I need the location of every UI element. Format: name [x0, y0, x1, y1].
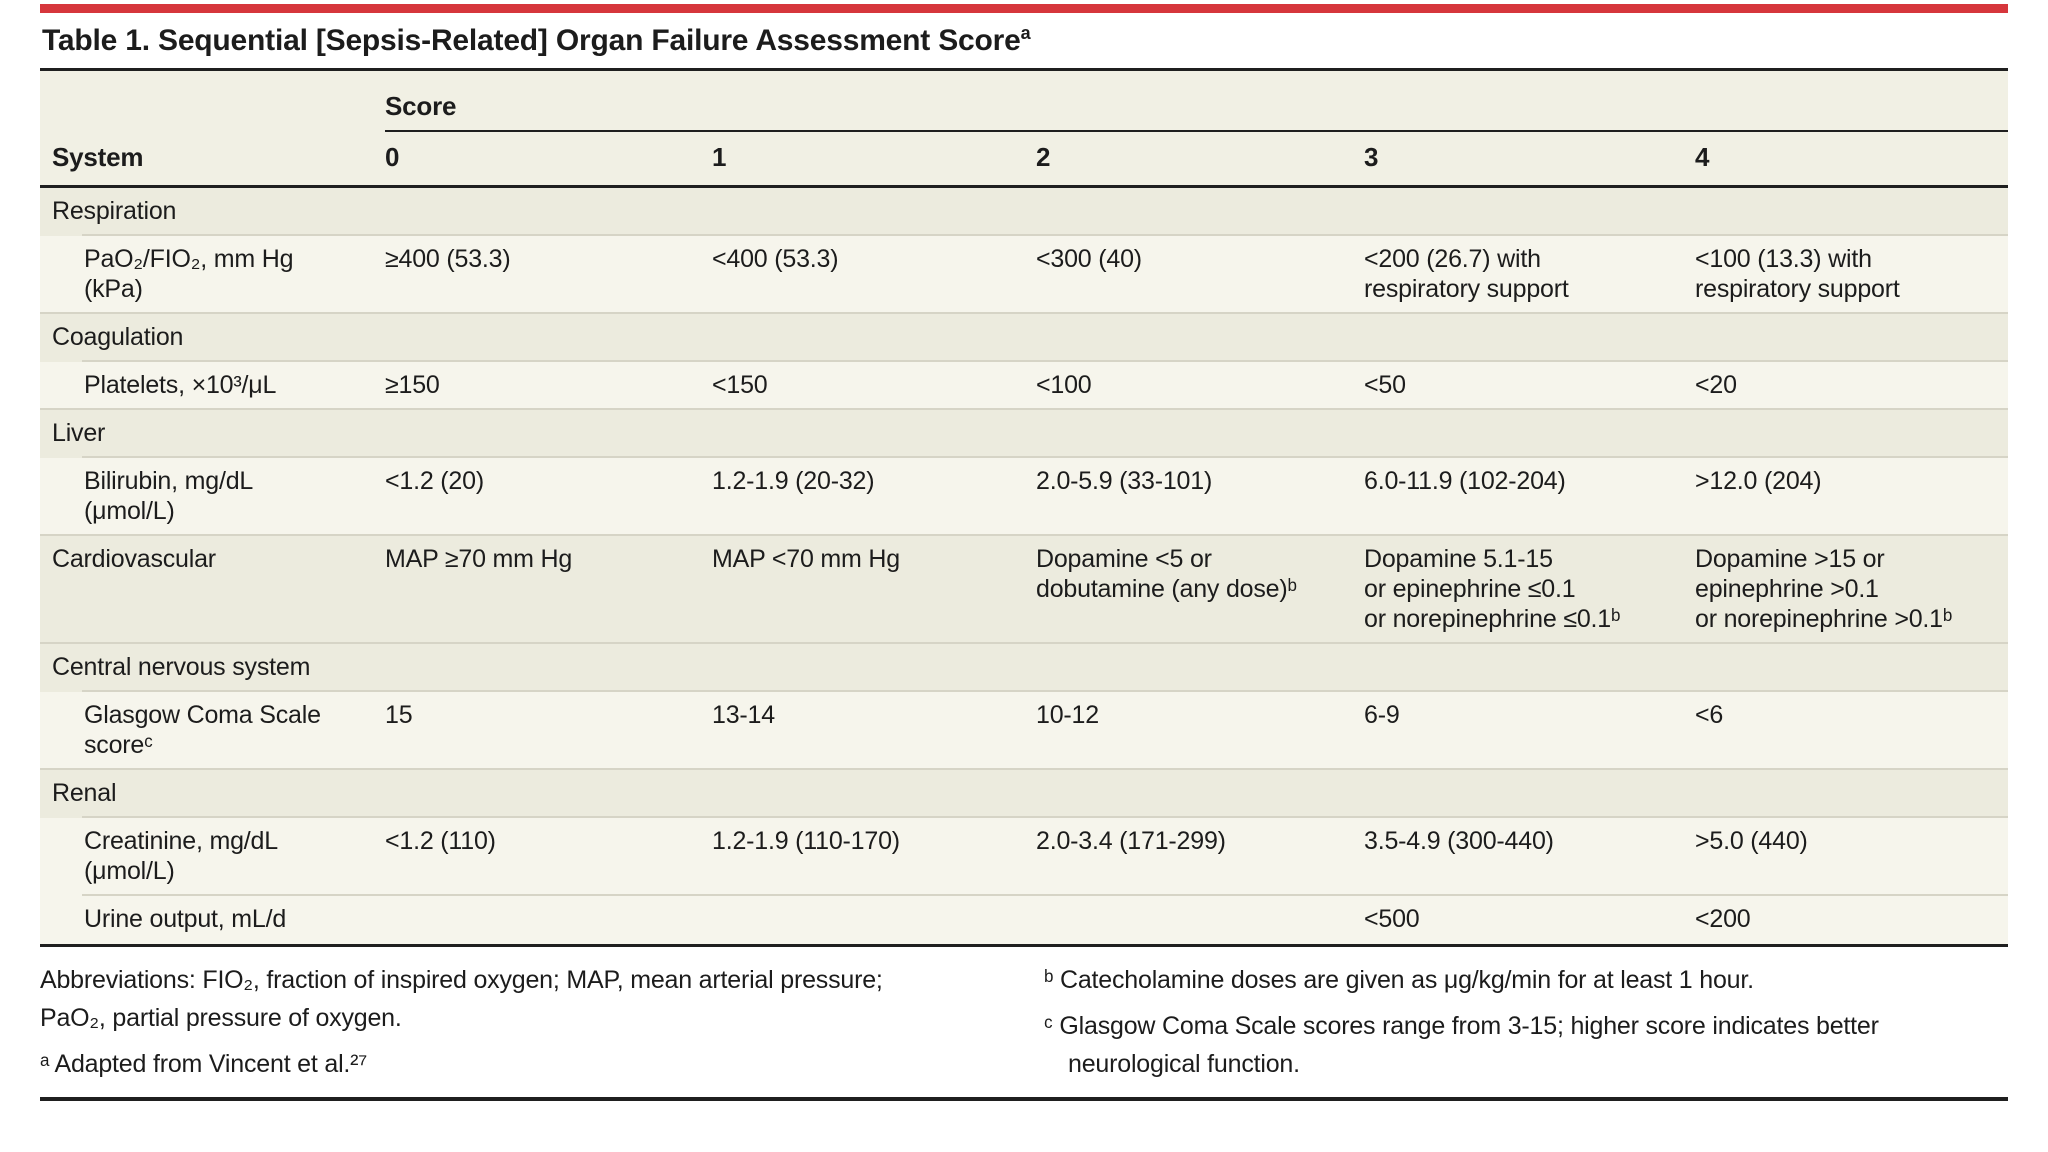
- cell-score-4: <200: [1695, 905, 1751, 933]
- row-platelets: Platelets, ×10³/μL ≥150 <150 <100 <50 <2…: [40, 362, 2008, 410]
- column-header-score-0: 0: [385, 142, 400, 172]
- table-header: Score System 0 1 2 3 4: [40, 71, 2008, 188]
- column-header-system: System: [52, 142, 144, 172]
- column-header-score-1: 1: [712, 142, 727, 172]
- table-title: Table 1. Sequential [Sepsis-Related] Org…: [42, 23, 2006, 58]
- cell-score-3: 6-9: [1364, 701, 1400, 729]
- row-creatinine: Creatinine, mg/dL (μmol/L) <1.2 (110) 1.…: [40, 818, 2008, 896]
- footnotes-left-column: Abbreviations: FIO₂, fraction of inspire…: [40, 961, 1044, 1083]
- table-title-text: Table 1. Sequential [Sepsis-Related] Org…: [42, 24, 1021, 57]
- cell-score-1: <150: [712, 371, 768, 399]
- row-renal: Renal: [40, 770, 2008, 818]
- bottom-rule: [40, 1097, 2008, 1101]
- row-coagulation: Coagulation: [40, 314, 2008, 362]
- cell-score-3: <500: [1364, 905, 1420, 933]
- cell-score-2: [1036, 896, 1364, 944]
- row-label: Coagulation: [52, 323, 184, 351]
- cell-score-4: Dopamine >15 or epinephrine >0.1 or nore…: [1695, 545, 1953, 633]
- row-cardiovascular: Cardiovascular MAP ≥70 mm Hg MAP <70 mm …: [40, 536, 2008, 644]
- column-header-score-2: 2: [1036, 142, 1051, 172]
- content-area: Table 1. Sequential [Sepsis-Related] Org…: [40, 4, 2008, 1101]
- score-header-row: Score: [40, 71, 2008, 132]
- row-label: Cardiovascular: [52, 545, 216, 573]
- cell-score-1: [712, 896, 1036, 944]
- row-label: Platelets, ×10³/μL: [84, 371, 277, 399]
- cell-score-1: <400 (53.3): [712, 245, 839, 273]
- cell-score-0: ≥150: [385, 371, 440, 399]
- row-label: Renal: [52, 779, 117, 807]
- footnote-b: ᵇ Catecholamine doses are given as μg/kg…: [1044, 966, 1754, 994]
- cell-score-0: [385, 896, 712, 944]
- row-label: Creatinine, mg/dL (μmol/L): [84, 827, 278, 885]
- row-label: Central nervous system: [52, 653, 311, 681]
- cell-score-3: Dopamine 5.1-15 or epinephrine ≤0.1 or n…: [1364, 545, 1621, 633]
- row-label: Liver: [52, 419, 106, 447]
- row-liver: Liver: [40, 410, 2008, 458]
- cell-score-4: <20: [1695, 371, 1737, 399]
- column-header-score-4: 4: [1695, 142, 1710, 172]
- cell-score-2: Dopamine <5 or dobutamine (any dose)ᵇ: [1036, 545, 1297, 603]
- row-pao2-fio2: PaO₂/FIO₂, mm Hg (kPa) ≥400 (53.3) <400 …: [40, 236, 2008, 314]
- cell-score-0: ≥400 (53.3): [385, 245, 511, 273]
- cell-score-0: MAP ≥70 mm Hg: [385, 545, 573, 573]
- cell-score-3: <50: [1364, 371, 1406, 399]
- score-header-label: Score: [385, 71, 2008, 132]
- cell-score-3: 6.0-11.9 (102-204): [1364, 467, 1566, 495]
- row-label: PaO₂/FIO₂, mm Hg (kPa): [84, 245, 294, 303]
- cell-score-0: <1.2 (110): [385, 827, 496, 855]
- footnote-c: ᶜ Glasgow Coma Scale scores range from 3…: [1044, 1012, 1879, 1078]
- row-respiration: Respiration: [40, 188, 2008, 236]
- sofa-score-table: Score System 0 1 2 3 4 Respiration PaO₂/…: [40, 68, 2008, 947]
- cell-score-4: <100 (13.3) with respiratory support: [1695, 245, 1900, 303]
- row-central-nervous-system: Central nervous system: [40, 644, 2008, 692]
- accent-red-bar: [40, 4, 2008, 13]
- abbreviations-note: Abbreviations: FIO₂, fraction of inspire…: [40, 966, 883, 1032]
- cell-score-1: 1.2-1.9 (20-32): [712, 467, 875, 495]
- score-header-spacer: [40, 71, 385, 132]
- cell-score-1: 13-14: [712, 701, 775, 729]
- cell-score-3: <200 (26.7) with respiratory support: [1364, 245, 1569, 303]
- column-header-score-3: 3: [1364, 142, 1379, 172]
- row-glasgow-coma-scale: Glasgow Coma Scale scoreᶜ 15 13-14 10-12…: [40, 692, 2008, 770]
- cell-score-4: >5.0 (440): [1695, 827, 1808, 855]
- cell-score-2: 2.0-3.4 (171-299): [1036, 827, 1226, 855]
- footnotes-right-column: ᵇ Catecholamine doses are given as μg/kg…: [1044, 961, 2008, 1083]
- cell-score-1: MAP <70 mm Hg: [712, 545, 900, 573]
- row-label: Bilirubin, mg/dL (μmol/L): [84, 467, 254, 525]
- row-label: Glasgow Coma Scale scoreᶜ: [84, 701, 321, 759]
- cell-score-0: <1.2 (20): [385, 467, 484, 495]
- row-urine-output: Urine output, mL/d <500 <200: [40, 896, 2008, 944]
- cell-score-3: 3.5-4.9 (300-440): [1364, 827, 1554, 855]
- column-header-row: System 0 1 2 3 4: [40, 132, 2008, 188]
- cell-score-2: <300 (40): [1036, 245, 1142, 273]
- footnote-a: ᵃ Adapted from Vincent et al.²⁷: [40, 1050, 368, 1078]
- cell-score-0: 15: [385, 701, 413, 729]
- cell-score-2: <100: [1036, 371, 1092, 399]
- cell-score-1: 1.2-1.9 (110-170): [712, 827, 900, 855]
- row-label: Urine output, mL/d: [84, 905, 287, 933]
- row-label: Respiration: [52, 197, 177, 225]
- cell-score-2: 2.0-5.9 (33-101): [1036, 467, 1213, 495]
- cell-score-4: <6: [1695, 701, 1724, 729]
- footnotes: Abbreviations: FIO₂, fraction of inspire…: [40, 947, 2008, 1083]
- cell-score-4: >12.0 (204): [1695, 467, 1822, 495]
- row-bilirubin: Bilirubin, mg/dL (μmol/L) <1.2 (20) 1.2-…: [40, 458, 2008, 536]
- table-title-superscript: a: [1020, 23, 1031, 43]
- cell-score-2: 10-12: [1036, 701, 1099, 729]
